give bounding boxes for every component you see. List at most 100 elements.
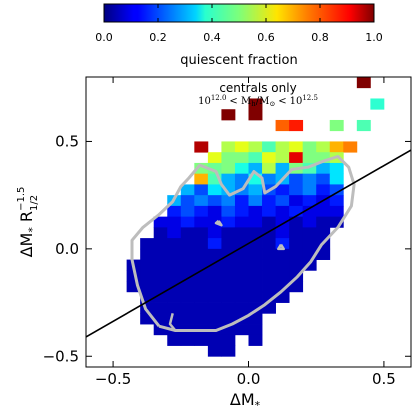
heatmap-cell [289, 248, 304, 260]
heatmap-cell [194, 173, 209, 185]
heatmap-cell [234, 152, 249, 164]
heatmap-cell [221, 173, 236, 185]
colorbar-gradient [103, 3, 375, 23]
heatmap-cell [153, 259, 168, 271]
heatmap-cell [221, 270, 236, 282]
heatmap-cell [289, 119, 304, 132]
plot-area: −0.5 0.0 0.5 −0.5 0.0 0.5 [43, 76, 412, 388]
heatmap-cell [153, 324, 168, 336]
heatmap-cell [275, 238, 290, 250]
heatmap-cell [248, 281, 263, 293]
heatmap-cell [316, 227, 331, 239]
contours [130, 155, 356, 332]
heatmap-cell [221, 345, 236, 357]
heatmap-cell [180, 248, 195, 260]
heatmap-cell [167, 227, 182, 239]
heatmap-cell [140, 248, 155, 260]
heatmap-cell [289, 173, 304, 185]
heatmap-cell [194, 248, 209, 260]
heatmap-cell [207, 173, 222, 185]
heatmap-cell [194, 227, 209, 239]
heatmap-cell [343, 141, 358, 153]
heatmap-cell [207, 195, 222, 207]
colorbar-tick-label: 0.4 [203, 31, 221, 44]
heatmap-cell [289, 205, 304, 218]
heatmap-cell [329, 184, 344, 196]
heatmap-cell [302, 248, 317, 260]
heatmap-cell [140, 238, 155, 250]
heatmap-cell [329, 119, 344, 132]
heatmap-cell [262, 291, 276, 303]
heatmap-cell [234, 291, 249, 303]
heatmap-cell [275, 259, 290, 271]
heatmap-cell [248, 259, 263, 271]
heatmap-cell [248, 334, 263, 346]
heatmap-cell [302, 227, 317, 239]
contour-outer [130, 155, 356, 332]
heatmap-cell [316, 184, 331, 196]
heatmap-cell [140, 281, 155, 293]
heatmap-cell [329, 162, 344, 175]
heatmap-cell [153, 281, 168, 293]
heatmap-cell [207, 216, 222, 228]
heatmap-cell [316, 248, 331, 260]
heatmap-cell [180, 184, 195, 196]
heatmap-cell [167, 216, 182, 228]
heatmap-cell [153, 248, 168, 260]
heatmap-cell [207, 291, 222, 303]
heatmap-cell [262, 270, 276, 282]
heatmap-cell [194, 195, 209, 207]
heatmap-cell [167, 291, 182, 303]
heatmap-cell [194, 313, 209, 325]
heatmap-cell [316, 141, 331, 153]
heatmap-cell [167, 248, 182, 260]
heatmap-cell [248, 313, 263, 325]
heatmap-cell [221, 227, 236, 239]
heatmap-cell [234, 281, 249, 293]
heatmap-cell [234, 324, 249, 336]
heatmap-cell [194, 205, 209, 218]
heatmap-cell [302, 195, 317, 207]
heatmap-cell [262, 302, 276, 314]
heatmap-cell [302, 205, 317, 218]
heatmap-cell [289, 184, 304, 196]
heatmap-cell [316, 162, 331, 175]
axis-ticks: −0.5 0.0 0.5 −0.5 0.0 0.5 [43, 77, 411, 388]
heatmap-cell [262, 141, 276, 153]
heatmap-cell [234, 216, 249, 228]
heatmap-cell [302, 141, 317, 153]
heatmap-cell [140, 259, 155, 271]
heatmap-cell [289, 195, 304, 207]
heatmap-cell [221, 302, 236, 314]
heatmap-cell [167, 313, 182, 325]
heatmap-cell [207, 345, 222, 357]
heatmap-cell [140, 313, 155, 325]
heatmap-cell [289, 238, 304, 250]
y-axis-label: ΔM* R1/2−1.5 [16, 187, 40, 258]
heatmap-cell [234, 270, 249, 282]
heatmap-cell [248, 195, 263, 207]
heatmap-cell [221, 141, 236, 153]
heatmap-cell [289, 152, 304, 164]
x-tick-label: 0.5 [372, 370, 396, 388]
x-tick-label: −0.5 [95, 370, 131, 388]
heatmap-cell [275, 270, 290, 282]
heatmap-cell [248, 302, 263, 314]
heatmap-cell [207, 302, 222, 314]
heatmap-cell [302, 184, 317, 196]
heatmap-cell [248, 216, 263, 228]
heatmap-cell [221, 281, 236, 293]
heatmap-cell [234, 302, 249, 314]
heatmap-cell [221, 195, 236, 207]
heatmap-cell [207, 162, 222, 175]
heatmap-cell [234, 259, 249, 271]
heatmap-cell [289, 259, 304, 271]
heatmap-cell [234, 162, 249, 175]
heatmap-cell [262, 205, 276, 218]
heatmap-cell [207, 313, 222, 325]
heatmap-cell [126, 270, 141, 282]
y-tick-label: −0.5 [43, 347, 79, 365]
heatmap-cell [153, 313, 168, 325]
heatmap-cell [221, 259, 236, 271]
